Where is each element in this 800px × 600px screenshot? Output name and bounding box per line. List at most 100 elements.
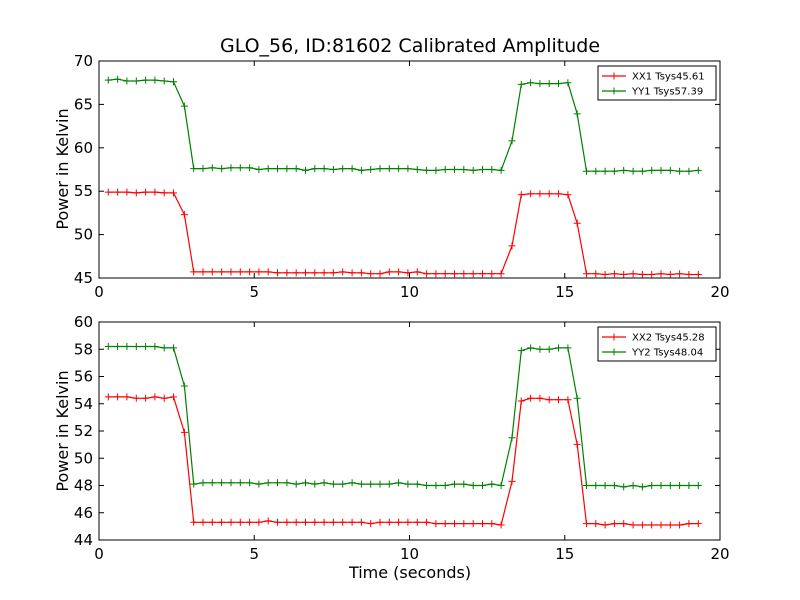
data-point-marker	[545, 80, 553, 88]
data-point-marker	[160, 77, 168, 85]
legend: XX2 Tsys45.28 YY2 Tsys48.04	[597, 326, 717, 362]
data-point-marker	[385, 480, 393, 488]
data-point-marker	[488, 166, 496, 173]
data-point-marker	[227, 518, 235, 526]
data-point-marker	[694, 520, 702, 528]
data-point-marker	[385, 165, 393, 173]
data-point-marker	[508, 434, 516, 442]
data-point-marker	[676, 167, 684, 175]
data-point-marker	[694, 271, 702, 278]
plot-area	[104, 75, 702, 278]
legend-marker	[610, 333, 618, 341]
data-point-marker	[246, 268, 254, 276]
x-tick-label: 15	[555, 283, 574, 301]
data-point-marker	[236, 518, 244, 526]
data-point-marker	[423, 482, 431, 489]
data-point-marker	[592, 167, 600, 175]
legend-box	[597, 326, 717, 362]
data-point-marker	[170, 393, 177, 401]
data-point-marker	[460, 166, 468, 173]
data-point-marker	[488, 270, 496, 278]
data-point-marker	[142, 394, 150, 402]
data-point-marker	[517, 397, 525, 405]
data-point-marker	[264, 268, 272, 276]
data-point-marker	[339, 518, 347, 526]
data-point-marker	[479, 520, 486, 528]
y-tick-label: 50	[74, 226, 93, 244]
data-point-marker	[451, 270, 458, 278]
y-tick-label: 70	[74, 52, 93, 70]
data-point-marker	[404, 269, 412, 277]
data-point-marker	[227, 268, 235, 276]
data-point-marker	[694, 482, 702, 489]
data-point-marker	[339, 480, 347, 488]
data-point-marker	[564, 191, 572, 199]
data-point-marker	[555, 344, 562, 352]
data-point-marker	[423, 518, 431, 526]
data-point-marker	[199, 268, 207, 276]
data-point-marker	[180, 211, 188, 219]
data-point-marker	[583, 520, 590, 528]
data-point-marker	[123, 188, 131, 196]
data-point-marker	[123, 77, 131, 85]
x-tick-label: 15	[555, 545, 574, 563]
data-point-marker	[190, 165, 198, 173]
data-point-marker	[302, 269, 309, 277]
data-point-marker	[648, 482, 656, 489]
data-point-marker	[423, 270, 431, 278]
data-point-marker	[218, 518, 226, 526]
data-point-marker	[292, 480, 300, 488]
y-tick-label: 55	[74, 182, 93, 200]
legend-label: YY2 Tsys48.04	[631, 348, 703, 359]
data-point-marker	[180, 428, 188, 436]
data-point-marker	[638, 483, 646, 491]
data-point-marker	[170, 78, 177, 86]
data-point-marker	[246, 164, 254, 172]
data-point-marker	[320, 269, 328, 277]
data-point-marker	[190, 518, 198, 526]
data-point-marker	[629, 270, 637, 278]
data-point-marker	[685, 520, 693, 528]
axis-ticks: 0 5 10 15 20 44 46 48 50 52 54 56 58 60	[74, 313, 730, 563]
data-point-marker	[123, 343, 131, 350]
data-point-marker	[104, 76, 112, 84]
data-point-marker	[536, 80, 544, 88]
y-tick-label: 44	[74, 531, 93, 549]
y-tick-label: 48	[74, 477, 93, 495]
data-point-marker	[508, 477, 516, 485]
data-point-marker	[423, 166, 431, 174]
data-point-marker	[451, 166, 458, 173]
data-point-marker	[601, 521, 609, 529]
y-tick-label: 56	[74, 368, 93, 386]
data-point-marker	[666, 271, 674, 278]
data-point-marker	[610, 167, 618, 175]
data-point-marker	[685, 482, 693, 489]
data-point-marker	[488, 480, 496, 488]
data-point-marker	[648, 271, 656, 278]
data-point-marker	[573, 219, 581, 227]
data-point-marker	[517, 191, 525, 199]
x-tick-label: 20	[710, 545, 729, 563]
data-point-marker	[132, 394, 140, 402]
data-point-marker	[367, 270, 375, 278]
data-point-marker	[357, 518, 365, 526]
data-point-marker	[404, 165, 412, 173]
legend-box	[597, 65, 717, 101]
data-point-marker	[545, 396, 553, 404]
data-point-marker	[666, 166, 674, 174]
data-point-marker	[264, 479, 272, 487]
data-point-marker	[676, 521, 684, 529]
data-point-marker	[357, 480, 365, 488]
data-point-marker	[610, 270, 618, 278]
data-point-marker	[460, 480, 468, 488]
data-point-marker	[685, 167, 693, 175]
axes-frame	[98, 321, 721, 541]
data-point-marker	[208, 268, 216, 276]
data-point-marker	[132, 77, 140, 85]
y-tick-label: 65	[74, 95, 93, 113]
data-point-marker	[527, 190, 535, 198]
data-point-marker	[320, 479, 328, 487]
series-line	[108, 345, 699, 488]
data-point-marker	[132, 189, 140, 197]
